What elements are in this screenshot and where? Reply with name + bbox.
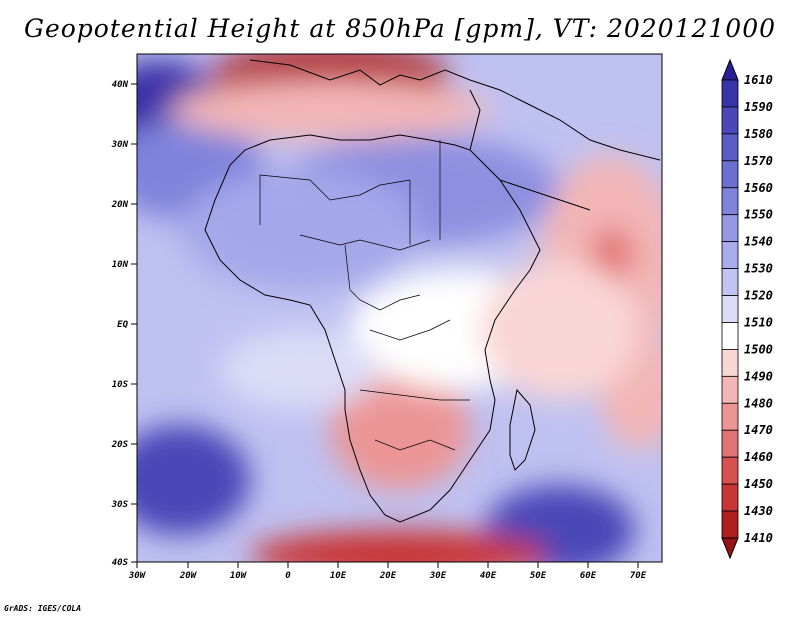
colorbar-label: 1450	[744, 477, 773, 491]
coastline	[204, 59, 661, 523]
height-field	[137, 54, 662, 562]
lat-label: 20N	[111, 200, 129, 210]
credit-text: GrADS: IGES/COLA	[4, 604, 82, 613]
colorbar-label: 1500	[744, 342, 773, 356]
colorbar-label: 1460	[744, 450, 773, 464]
colorbar-bin	[721, 241, 739, 269]
colorbar-label: 1590	[744, 100, 773, 114]
lat-label: 10S	[112, 380, 129, 390]
colorbar-label: 1470	[744, 423, 773, 437]
lon-label: 30W	[128, 571, 147, 581]
lat-label: 30S	[111, 500, 129, 510]
colorbar-bin	[721, 295, 739, 323]
colorbar-bin	[721, 510, 739, 539]
colorbar-bin	[721, 322, 739, 350]
lat-label: EQ	[117, 320, 128, 330]
lon-label: 20E	[379, 571, 397, 581]
lon-label: 30E	[429, 571, 447, 581]
lon-labels: 30W 20W 10W 0 10E 20E 30E 40E 50E 60E 70…	[128, 571, 647, 581]
colorbar-label: 1580	[744, 127, 773, 141]
colorbar-label: 1520	[744, 289, 773, 303]
map-title: Geopotential Height at 850hPa [gpm], VT:…	[23, 14, 777, 43]
lat-label: 10N	[112, 260, 129, 270]
country-borders	[259, 140, 470, 451]
colorbar-bin	[721, 429, 739, 458]
lon-label: 40E	[480, 571, 497, 581]
colorbar-label: 1480	[744, 396, 773, 410]
colorbar-min-triangle	[721, 537, 739, 560]
axis-ticks	[131, 83, 639, 568]
lat-label: 40N	[112, 80, 129, 90]
lon-label: 60E	[580, 571, 597, 581]
colorbar-bin	[721, 133, 739, 162]
colorbar: 1610 1590 1580 1570 1560 1550 1540 1530 1520 1510…	[721, 58, 773, 560]
colorbar-bin	[721, 268, 739, 296]
colorbar-bin	[721, 402, 739, 431]
map-frame	[136, 53, 663, 563]
lon-label: 20W	[179, 571, 198, 581]
colorbar-label: 1550	[744, 208, 773, 222]
lon-label: 10W	[230, 571, 248, 581]
colorbar-label: 1540	[744, 235, 773, 249]
colorbar-label: 1570	[744, 154, 773, 168]
lon-label: 10E	[330, 571, 347, 581]
lat-label: 20S	[111, 440, 129, 450]
colorbar-bin	[721, 483, 739, 512]
colorbar-bin	[721, 375, 739, 404]
colorbar-max-triangle	[721, 58, 739, 81]
colorbar-bin	[721, 187, 739, 216]
colorbar-label: 1490	[744, 369, 773, 383]
colorbar-label: 1610	[744, 73, 773, 87]
colorbar-bin	[721, 106, 739, 135]
colorbar-bin	[721, 79, 739, 108]
colorbar-bin	[721, 349, 739, 377]
lon-label: 70E	[630, 571, 647, 581]
colorbar-label: 1510	[744, 315, 773, 329]
colorbar-label: 1430	[744, 504, 773, 518]
colorbar-bin	[721, 160, 739, 189]
lat-labels: 40N 30N 20N 10N EQ 10S 20S 30S 40S	[111, 80, 129, 568]
colorbar-label: 1560	[744, 181, 773, 195]
lat-label: 40S	[112, 558, 129, 568]
colorbar-label: 1530	[744, 262, 773, 276]
lat-label: 30N	[111, 140, 129, 150]
colorbar-label: 1410	[744, 531, 773, 545]
lon-label: 0	[285, 571, 291, 581]
colorbar-bin	[721, 214, 739, 243]
lon-label: 50E	[530, 571, 547, 581]
colorbar-bin	[721, 456, 739, 485]
